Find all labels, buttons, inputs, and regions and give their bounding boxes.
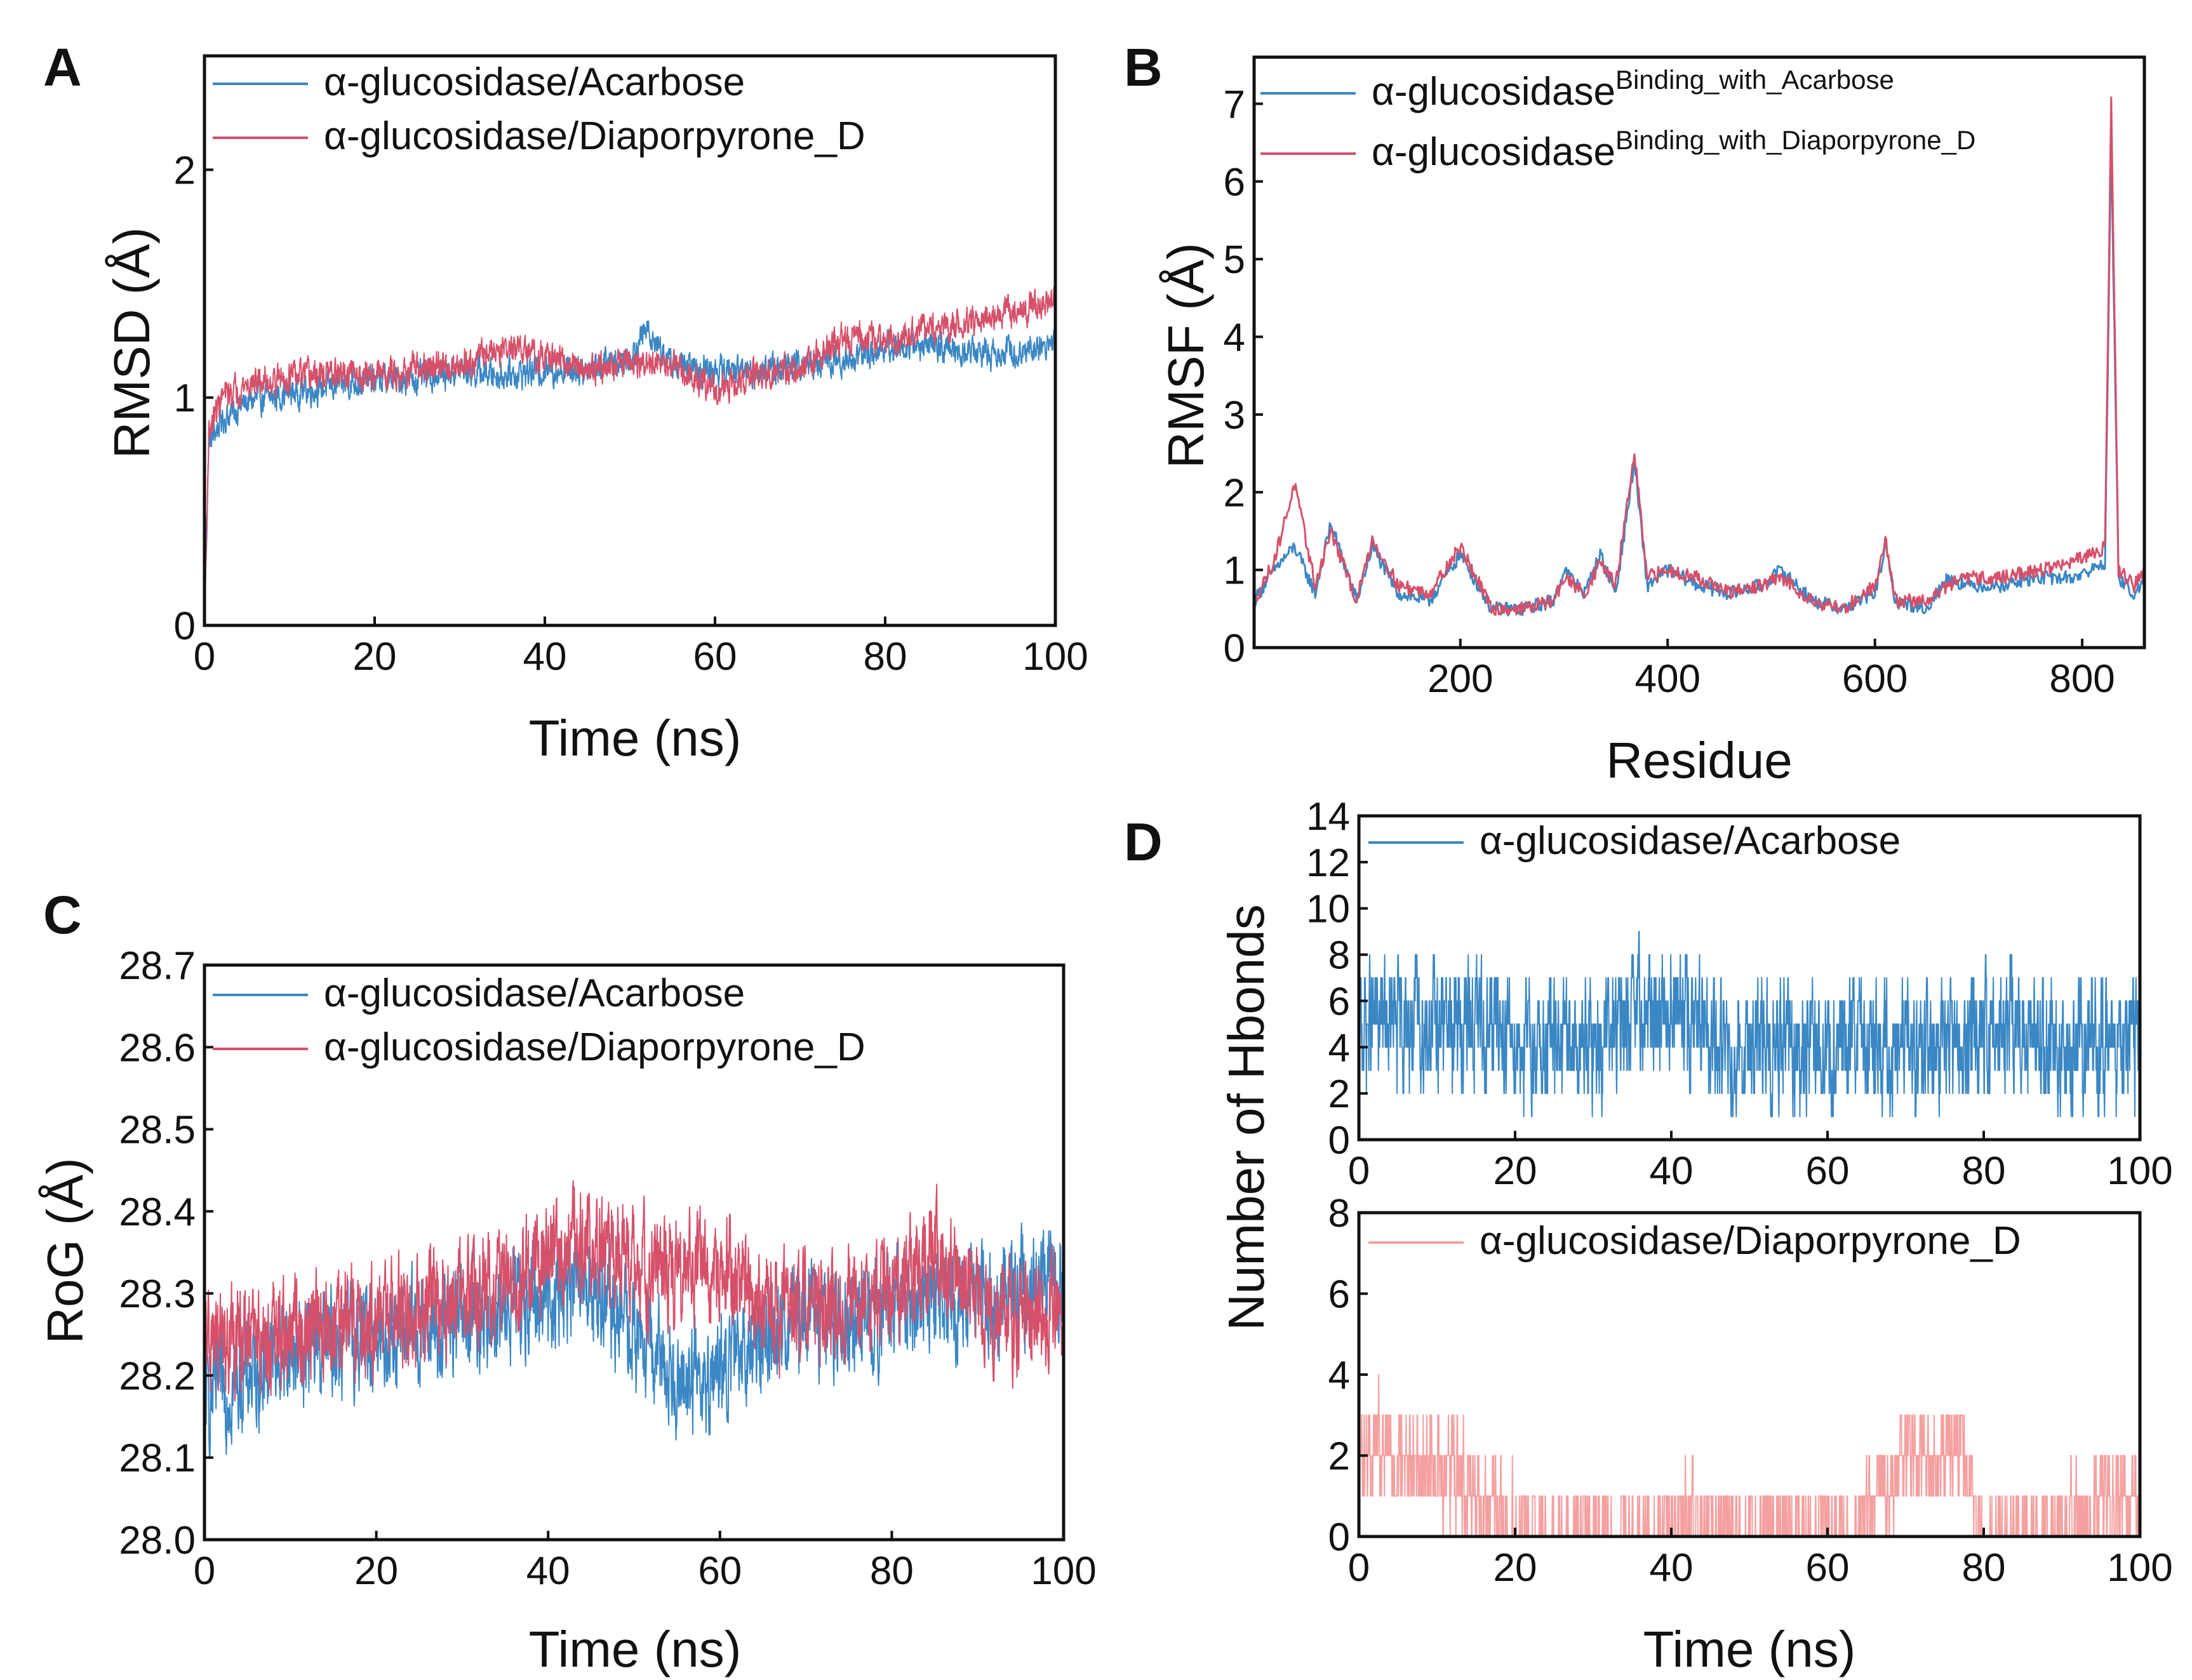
x-tick-label: 800: [2049, 657, 2115, 701]
chart-panel-c: 0 20 40 60 80 100 28.0 28.1 28.2 28.3 28.4 28.5 28.6…: [37, 885, 1097, 1677]
y-tick-label: 3: [1224, 394, 1245, 437]
x-tick-label: 20: [1494, 1149, 1537, 1193]
series-line-1: [1359, 931, 2140, 1117]
legend-superscript: Binding_with_Diaporpyrone_D: [1615, 125, 1975, 155]
y-tick-label: 10: [1306, 888, 1350, 931]
chart-panel-d-bottom: 0 20 40 60 80 100 0 2 4 6 8 Time (ns) α-glucosidase/…: [1328, 1192, 2173, 1677]
legend-entry: α-glucosidase/Diaporpyrone_D: [1480, 1219, 2021, 1263]
x-tick-label: 100: [1022, 635, 1088, 679]
plot-frame: [203, 54, 1057, 627]
legend-entry: α-glucosidase/Acarbose: [324, 60, 745, 104]
x-tick-label: 60: [698, 1549, 742, 1593]
legend-entry: α-glucosidase/Diaporpyrone_D: [324, 1025, 865, 1069]
x-tick-label: 40: [1650, 1149, 1694, 1193]
y-axis-label: RMSD (Å): [104, 227, 160, 458]
x-axis-label: Time (ns): [529, 1621, 742, 1677]
x-tick-label: 40: [526, 1549, 570, 1593]
x-tick-label: 400: [1634, 657, 1700, 701]
y-tick-label: 28.3: [119, 1272, 196, 1316]
legend-entry: α-glucosidaseBinding_with_Diaporpyrone_D: [1372, 125, 1975, 174]
x-tick-label: 20: [1494, 1546, 1537, 1590]
x-tick-label: 80: [1962, 1149, 2006, 1193]
legend-entry: α-glucosidase/Acarbose: [1480, 819, 1901, 863]
plot-frame: [203, 963, 1066, 1542]
panel-label: D: [1124, 812, 1163, 872]
y-tick-label: 0: [1328, 1119, 1350, 1163]
series-line-2: [204, 286, 1055, 621]
y-tick-label: 28.4: [119, 1190, 196, 1234]
y-tick-label: 28.2: [119, 1354, 196, 1398]
y-tick-label: 1: [174, 377, 196, 420]
x-tick-label: 0: [194, 1549, 215, 1593]
x-tick-label: 600: [1842, 657, 1908, 701]
plot-frame: [1252, 55, 2146, 650]
chart-panel-a: 0 20 40 60 80 100 0 1 2 Time (ns) RMSD (Å) A α-gluco…: [43, 37, 1088, 766]
legend-entry: α-glucosidase/Acarbose: [324, 971, 745, 1015]
legend-superscript: Binding_with_Acarbose: [1615, 65, 1894, 95]
y-tick-label: 28.6: [119, 1026, 196, 1070]
x-tick-label: 80: [864, 635, 907, 679]
y-tick-label: 28.7: [119, 944, 196, 988]
x-tick-label: 100: [1031, 1549, 1096, 1593]
x-tick-label: 40: [1650, 1546, 1694, 1590]
x-tick-label: 0: [1348, 1149, 1370, 1193]
x-axis-label: Time (ns): [1643, 1621, 1856, 1677]
y-tick-label: 12: [1306, 841, 1350, 885]
y-tick-label: 6: [1328, 1273, 1350, 1317]
y-tick-label: 4: [1224, 316, 1245, 360]
panel-label: B: [1124, 37, 1163, 97]
series-line-1: [1359, 1374, 2140, 1537]
y-tick-label: 0: [1328, 1516, 1350, 1559]
y-tick-label: 8: [1328, 934, 1350, 978]
panel-label: A: [43, 37, 82, 97]
y-tick-label: 2: [1328, 1435, 1350, 1479]
x-tick-label: 100: [2107, 1149, 2172, 1193]
panel-label: C: [43, 885, 82, 945]
y-axis-label: RoG (Å): [37, 1157, 93, 1343]
series-line-2: [204, 1180, 1064, 1402]
y-tick-label: 6: [1224, 161, 1245, 204]
y-tick-label: 7: [1224, 83, 1245, 126]
y-tick-label: 28.0: [119, 1519, 196, 1563]
x-tick-label: 100: [2107, 1546, 2172, 1590]
chart-panel-b: 200 400 600 800 0 1 2 3 4 5 6 7 Residue RMSF (Å) B α-gl…: [1124, 37, 2146, 789]
y-tick-label: 2: [1328, 1072, 1350, 1116]
x-axis-label: Residue: [1606, 732, 1793, 789]
y-tick-label: 28.1: [119, 1437, 196, 1481]
plot-frame: [1357, 814, 2142, 1142]
y-tick-label: 6: [1328, 980, 1350, 1023]
series-line-1: [1254, 147, 2144, 617]
x-tick-label: 80: [870, 1549, 914, 1593]
y-axis-label: RMSF (Å): [1158, 243, 1214, 469]
y-tick-label: 1: [1224, 549, 1245, 593]
x-axis-label: Time (ns): [529, 710, 742, 766]
x-tick-label: 20: [354, 1549, 398, 1593]
x-tick-label: 200: [1427, 657, 1493, 701]
x-tick-label: 40: [523, 635, 567, 679]
y-tick-label: 4: [1328, 1354, 1350, 1397]
x-tick-label: 80: [1962, 1546, 2006, 1590]
y-tick-label: 14: [1306, 795, 1350, 839]
x-tick-label: 0: [1348, 1546, 1370, 1590]
x-tick-label: 20: [353, 635, 397, 679]
y-tick-label: 2: [1224, 471, 1245, 515]
y-tick-label: 4: [1328, 1026, 1350, 1070]
legend-entry: α-glucosidaseBinding_with_Acarbose: [1372, 65, 1894, 114]
series-line-2: [1254, 96, 2144, 616]
y-tick-label: 28.5: [119, 1109, 196, 1152]
y-tick-label: 5: [1224, 238, 1245, 282]
y-axis-label: Number of Hbonds: [1218, 904, 1274, 1330]
legend-entry: α-glucosidase/Diaporpyrone_D: [324, 114, 865, 158]
x-tick-label: 60: [693, 635, 737, 679]
y-tick-label: 8: [1328, 1192, 1350, 1236]
x-tick-label: 60: [1806, 1546, 1850, 1590]
x-tick-label: 60: [1806, 1149, 1850, 1193]
y-tick-label: 0: [174, 604, 196, 648]
y-tick-label: 2: [174, 149, 196, 192]
x-tick-label: 0: [194, 635, 215, 679]
y-tick-label: 0: [1224, 627, 1245, 670]
